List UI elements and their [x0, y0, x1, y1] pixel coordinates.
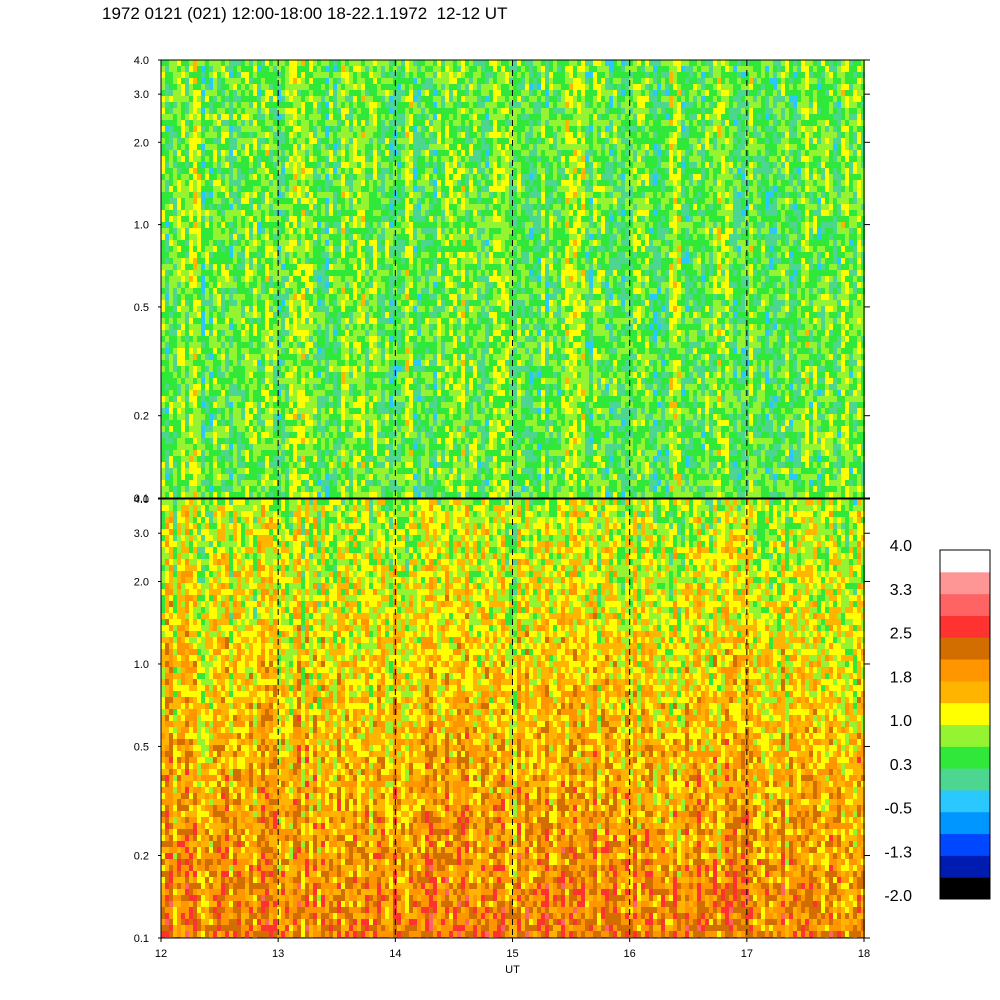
ytick-label-bottom: 2.0 [134, 576, 149, 588]
ytick-label-top: 0.1 [134, 493, 149, 505]
colorbar-segment [940, 855, 990, 878]
colorbar-label: 2.5 [890, 626, 912, 643]
xtick-label: 16 [624, 948, 636, 960]
colorbar-label: 3.3 [890, 582, 912, 599]
xtick-label: 12 [155, 948, 167, 960]
colorbar-segment [940, 833, 990, 856]
colorbar-segment [940, 571, 990, 595]
colorbar-label: 1.8 [890, 669, 912, 686]
colorbar-label: 1.0 [890, 713, 912, 730]
colorbar-segment [940, 746, 990, 769]
colorbar-segment [940, 702, 990, 725]
ytick-label-top: 1.0 [134, 220, 149, 232]
ytick-label-bottom: 0.5 [134, 741, 149, 753]
colorbar-label: -1.3 [884, 844, 912, 861]
xtick-label: 18 [858, 948, 870, 960]
ytick-label-top: 0.5 [134, 302, 149, 314]
colorbar-segment [940, 811, 990, 835]
colorbar-label: 0.3 [890, 757, 912, 774]
ytick-label-top: 0.2 [134, 411, 149, 423]
colorbar-label: -2.0 [884, 888, 912, 905]
colorbar-frame [939, 549, 991, 900]
ytick-label-bottom: 1.0 [134, 659, 149, 671]
xtick-label: 13 [272, 948, 284, 960]
colorbar-segment [940, 680, 990, 704]
colorbar-label: -0.5 [884, 801, 912, 818]
ytick-label-bottom: 4.0 [134, 494, 149, 506]
axes-layer: 0.10.20.51.02.03.04.00.10.20.51.02.03.04… [134, 55, 870, 976]
colorbar-segment [940, 877, 990, 900]
colorbar-segment [940, 659, 990, 682]
colorbar-segment [940, 550, 990, 573]
colorbar-segment [940, 724, 990, 747]
xtick-label: 15 [506, 948, 518, 960]
xtick-label: 17 [741, 948, 753, 960]
ytick-label-top: 2.0 [134, 137, 149, 149]
colorbar-segment [940, 789, 990, 813]
colorbar-label: 4.0 [890, 538, 912, 555]
colorbar-segment [940, 768, 990, 791]
ytick-label-top: 3.0 [134, 89, 149, 101]
colorbar-segment [940, 637, 990, 660]
ytick-label-top: 4.0 [134, 55, 149, 67]
xtick-label: 14 [389, 948, 401, 960]
ytick-label-bottom: 3.0 [134, 528, 149, 540]
chart-title: 1972 0121 (021) 12:00-18:00 18-22.1.1972… [102, 4, 507, 24]
colorbar: 4.0 3.3 2.5 1.8 1.0 0.3 -0.5 -1.3 -2.0 [884, 538, 991, 905]
ytick-label-bottom: 0.1 [134, 933, 149, 945]
colorbar-segment [940, 593, 990, 616]
colorbar-segment [940, 615, 990, 638]
ytick-label-bottom: 0.2 [134, 851, 149, 863]
x-axis-label: UT [505, 964, 520, 976]
